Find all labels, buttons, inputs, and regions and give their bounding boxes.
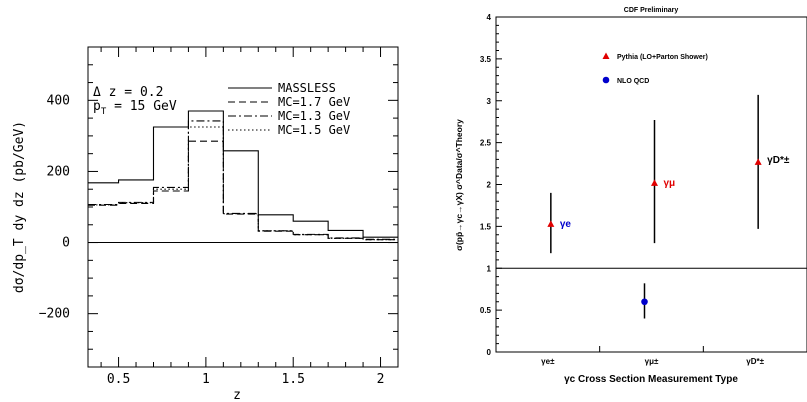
point-label-2: γD*±	[767, 155, 790, 166]
circle-marker-0	[641, 298, 648, 306]
left-annotation-dz: Δ z = 0.2	[93, 85, 163, 100]
right-y-axis-label: σ(pp̄→γc→γX) σ^Data/σ^Theory	[454, 119, 464, 251]
left-y-tick-label: 200	[47, 164, 70, 179]
right-tick-labels: 0 0.5 1 1.5 2 2.5 3 3.5 4 γe± γμ± γD*±	[480, 13, 765, 366]
right-chart: CDF Preliminary 0 0.5 1 1.5 2 2.5 3 3.5 4 γe± γμ± γ…	[454, 7, 807, 385]
left-y-tick-label: 400	[47, 93, 70, 108]
right-y-tick-label: 0	[487, 348, 492, 357]
left-x-tick-label: 2	[377, 372, 385, 387]
right-x-tick-label: γμ±	[645, 357, 659, 366]
left-chart: 0.5 1 1.5 2 −200 0 200 400 Δ z = 0.2 pT = 15 Ge…	[12, 46, 399, 402]
left-x-tick-label: 1	[202, 372, 210, 387]
right-y-tick-label: 0.5	[480, 306, 492, 315]
left-annotation-pt: pT = 15 GeV	[93, 99, 177, 117]
right-y-tick-label: 1	[487, 264, 492, 273]
right-tick-marks	[496, 16, 704, 353]
left-x-tick-label: 0.5	[107, 372, 130, 387]
left-x-axis-label: z	[233, 388, 241, 402]
left-tick-labels: 0.5 1 1.5 2 −200 0 200 400	[39, 93, 385, 387]
legend-label-3: MC=1.5 GeV	[278, 123, 350, 137]
right-data-points: γe γμ γD*±	[547, 94, 790, 319]
right-y-tick-label: 1.5	[480, 222, 492, 231]
right-y-tick-label: 2	[487, 181, 492, 190]
right-y-tick-label: 3	[487, 97, 492, 106]
legend-label-2: MC=1.3 GeV	[278, 109, 350, 123]
right-y-tick-label: 2.5	[480, 139, 492, 148]
left-y-axis-label: dσ/dp_T dy dz (pb/GeV)	[12, 121, 27, 293]
right-x-tick-label: γe±	[541, 357, 555, 366]
right-y-tick-label: 4	[487, 13, 492, 22]
triangle-marker-2	[754, 158, 762, 165]
left-series-3-line	[88, 126, 398, 241]
right-legend-label-1: NLO QCD	[617, 78, 649, 85]
left-series-group	[88, 110, 398, 241]
legend-label-0: MASSLESS	[278, 81, 336, 95]
right-y-tick-label: 3.5	[480, 55, 492, 64]
right-x-axis-label: γc Cross Section Measurement Type	[564, 374, 738, 385]
right-x-tick-label: γD*±	[746, 357, 764, 366]
triangle-marker-0	[547, 220, 555, 227]
left-y-tick-label: −200	[39, 307, 70, 322]
left-series-0-line	[88, 110, 398, 238]
triangle-marker-1	[651, 179, 658, 186]
legend-label-1: MC=1.7 GeV	[278, 95, 350, 109]
legend-circle-icon	[602, 76, 610, 84]
legend-triangle-icon	[602, 52, 610, 59]
point-label-0: γe	[560, 219, 572, 230]
right-legend-label-0: Pythia (LO+Parton Shower)	[617, 54, 708, 61]
right-chart-title: CDF Preliminary	[624, 7, 679, 14]
right-plot-frame	[495, 16, 807, 353]
right-legend: Pythia (LO+Parton Shower) NLO QCD	[602, 52, 708, 85]
left-series-1-line	[88, 140, 398, 241]
left-x-tick-label: 1.5	[281, 372, 304, 387]
point-label-1: γμ	[664, 178, 676, 189]
left-y-tick-label: 0	[62, 236, 70, 251]
